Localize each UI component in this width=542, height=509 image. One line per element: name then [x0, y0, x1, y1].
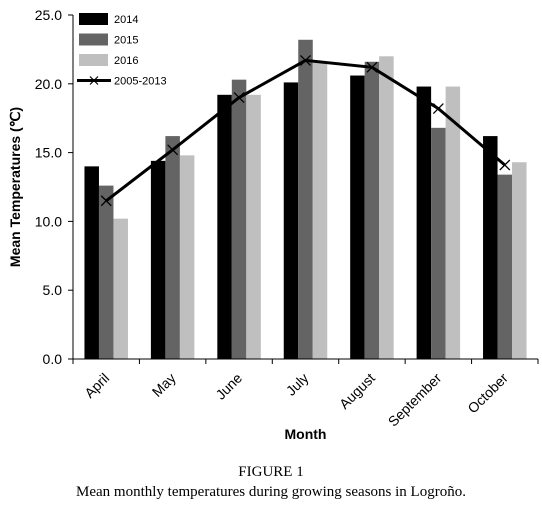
bar-2014-may [150, 160, 166, 359]
legend-label-2005-2013: 2005-2013 [114, 76, 167, 88]
x-tick-label-august: August [336, 370, 378, 412]
marker-2005-2013-may [167, 144, 179, 156]
bar-2014-july [283, 82, 299, 360]
marker-2005-2013-june [233, 92, 245, 104]
figure-title: FIGURE 1 [238, 464, 304, 480]
bar-2014-june [217, 94, 232, 359]
bar-2016-october [512, 162, 527, 359]
y-tick-label: 10.0 [35, 213, 62, 229]
marker-2005-2013-august [366, 61, 378, 73]
bar-2014-april [84, 166, 99, 359]
marker-2005-2013-october [499, 159, 511, 171]
legend-swatch-2014 [79, 13, 108, 25]
marker-2005-2013-april [100, 195, 112, 207]
bar-2015-may [165, 136, 180, 359]
bar-2015-october [497, 174, 513, 359]
y-tick-label: 25.0 [35, 7, 62, 23]
bar-2016-september [445, 86, 461, 360]
legend-label-2015: 2015 [114, 35, 138, 47]
chart-svg: 0.0 5.0 10.0 15.0 20.0 25.0 April May June July Au… [7, 7, 539, 442]
figure-caption: Mean monthly temperatures during growing… [76, 484, 466, 500]
legend: 2014 2015 2016 2005-2013 [77, 13, 167, 88]
y-axis-title: Mean Temperatures (℃) [7, 107, 23, 267]
bar-2016-june [246, 94, 261, 359]
bar-2014-october [483, 136, 498, 359]
bar-2015-july [298, 39, 313, 360]
x-tick-label-july: July [283, 370, 312, 399]
bar-2016-august [379, 56, 394, 359]
legend-marker-2005-2013 [89, 76, 99, 85]
bar-2016-may [179, 155, 195, 359]
legend-swatch-2016 [79, 54, 108, 66]
y-tick-label: 20.0 [35, 76, 62, 92]
bar-2015-june [231, 79, 247, 360]
y-tick-label: 15.0 [35, 145, 62, 161]
legend-label-2014: 2014 [114, 14, 138, 26]
legend-swatch-2015 [79, 33, 108, 46]
x-axis-title: Month [285, 426, 327, 442]
x-tick-label-june: June [212, 370, 245, 403]
bar-2015-september [431, 127, 446, 359]
marker-2005-2013-september [432, 103, 444, 115]
bar-2015-august [364, 61, 380, 359]
x-tick-label-april: April [81, 370, 112, 401]
bar-2014-september [416, 86, 432, 360]
y-tick-label: 5.0 [43, 282, 63, 298]
y-tick-label: 0.0 [43, 351, 63, 367]
plot-area [84, 39, 527, 360]
x-tick-label-may: May [149, 370, 179, 400]
bar-2014-august [350, 75, 365, 359]
legend-label-2016: 2016 [114, 55, 138, 67]
bar-2016-april [113, 218, 128, 359]
bar-2016-july [312, 61, 328, 359]
x-tick-label-september: September [385, 370, 445, 430]
marker-2005-2013-july [300, 54, 311, 66]
bar-2015-april [98, 185, 114, 359]
x-tick-label-october: October [464, 370, 511, 417]
